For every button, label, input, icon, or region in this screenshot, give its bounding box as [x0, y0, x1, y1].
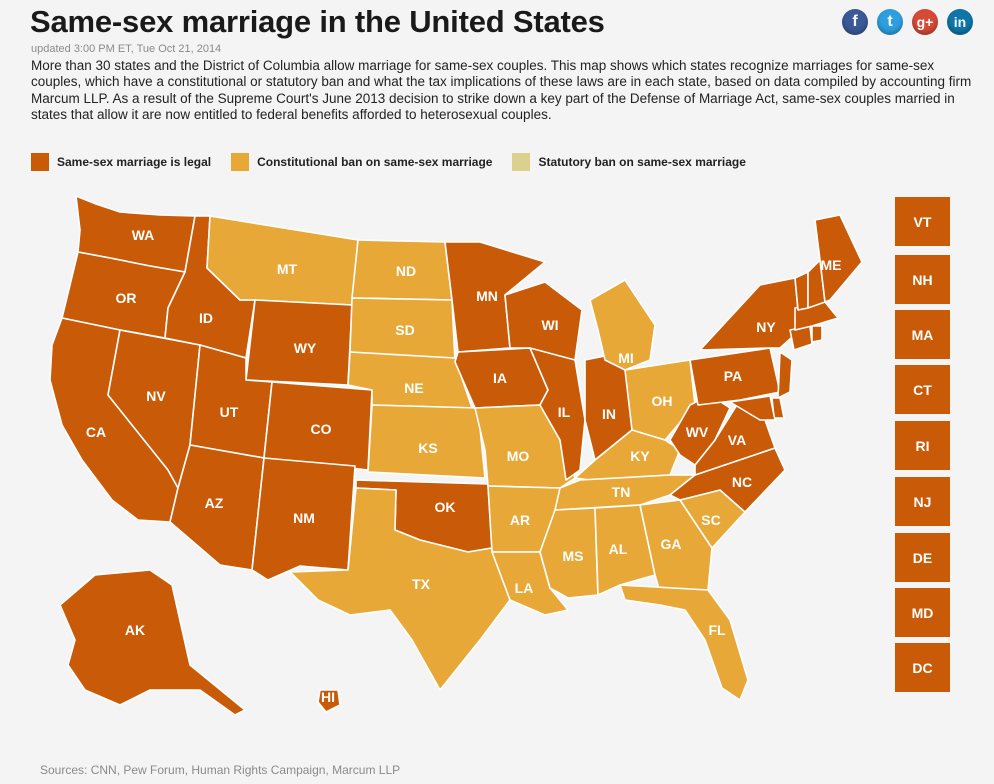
state-hi[interactable]	[317, 689, 341, 713]
legend-swatch-constitutional	[231, 153, 250, 171]
state-nj[interactable]	[777, 351, 793, 399]
small-state-box-de[interactable]: DE	[895, 533, 950, 582]
facebook-icon[interactable]: f	[842, 9, 868, 35]
label-nc: NC	[732, 474, 752, 490]
small-state-box-ma[interactable]: MA	[895, 310, 950, 359]
label-id: ID	[199, 310, 213, 326]
label-ut: UT	[220, 404, 239, 420]
page-title: Same-sex marriage in the United States	[30, 4, 605, 39]
google-plus-icon[interactable]: g+	[912, 9, 938, 35]
state-ri[interactable]	[811, 325, 823, 343]
label-hi: HI	[321, 689, 335, 705]
small-state-box-dc[interactable]: DC	[895, 643, 950, 692]
label-ky: KY	[630, 448, 650, 464]
label-tn: TN	[612, 484, 631, 500]
state-nm[interactable]	[251, 457, 356, 581]
label-mn: MN	[476, 288, 498, 304]
label-nv: NV	[146, 388, 166, 404]
state-mi[interactable]	[589, 279, 656, 371]
label-ia: IA	[493, 370, 507, 386]
label-nm: NM	[293, 510, 315, 526]
social-share-bar: f t g+ in	[842, 9, 973, 35]
label-wi: WI	[541, 317, 558, 333]
label-ak: AK	[125, 622, 145, 638]
label-co: CO	[311, 421, 332, 437]
state-tx[interactable]	[289, 487, 511, 691]
updated-timestamp: updated 3:00 PM ET, Tue Oct 21, 2014	[31, 43, 222, 55]
legend-item-legal: Same-sex marriage is legal	[31, 153, 211, 171]
small-state-box-ct[interactable]: CT	[895, 365, 950, 414]
label-or: OR	[116, 290, 137, 306]
label-pa: PA	[724, 368, 742, 384]
label-wy: WY	[294, 340, 317, 356]
label-mi: MI	[618, 350, 634, 366]
label-ca: CA	[86, 424, 106, 440]
small-state-box-ri[interactable]: RI	[895, 421, 950, 470]
state-vt[interactable]	[794, 271, 809, 311]
state-ny[interactable]	[699, 277, 801, 351]
small-state-box-nh[interactable]: NH	[895, 255, 950, 304]
small-state-box-md[interactable]: MD	[895, 588, 950, 637]
state-fl[interactable]	[619, 584, 749, 701]
legend-label-constitutional: Constitutional ban on same-sex marriage	[257, 155, 493, 169]
small-state-box-nj[interactable]: NJ	[895, 477, 950, 526]
legend-label-legal: Same-sex marriage is legal	[57, 155, 212, 169]
label-va: VA	[728, 432, 746, 448]
state-al[interactable]	[594, 504, 656, 596]
legend-item-statutory: Statutory ban on same-sex marriage	[512, 153, 746, 171]
label-in: IN	[602, 406, 616, 422]
state-ak[interactable]	[59, 569, 246, 716]
label-la: LA	[515, 580, 534, 596]
state-wv[interactable]	[669, 394, 731, 466]
label-wa: WA	[132, 227, 155, 243]
small-state-box-vt[interactable]: VT	[895, 197, 950, 246]
legend-swatch-statutory	[512, 153, 531, 171]
label-fl: FL	[708, 622, 726, 638]
label-oh: OH	[652, 393, 673, 409]
state-il[interactable]	[529, 347, 586, 481]
label-wv: WV	[686, 424, 709, 440]
label-sc: SC	[701, 512, 720, 528]
label-nd: ND	[396, 263, 416, 279]
label-il: IL	[558, 404, 571, 420]
legend-label-statutory: Statutory ban on same-sex marriage	[538, 155, 746, 169]
legend-item-constitutional: Constitutional ban on same-sex marriage	[231, 153, 492, 171]
label-az: AZ	[205, 495, 224, 511]
label-tx: TX	[412, 576, 431, 592]
label-ar: AR	[510, 512, 530, 528]
linkedin-icon[interactable]: in	[947, 9, 973, 35]
twitter-icon[interactable]: t	[877, 9, 903, 35]
label-ms: MS	[563, 548, 584, 564]
state-md[interactable]	[729, 395, 776, 421]
state-ks[interactable]	[367, 404, 486, 479]
label-al: AL	[609, 541, 628, 557]
description-text: More than 30 states and the District of …	[31, 58, 972, 123]
label-sd: SD	[395, 322, 414, 338]
label-mo: MO	[507, 448, 530, 464]
label-ny: NY	[756, 319, 776, 335]
state-ct[interactable]	[789, 325, 813, 351]
label-ne: NE	[404, 380, 423, 396]
label-me: ME	[821, 257, 842, 273]
label-mt: MT	[277, 261, 298, 277]
legend-swatch-legal	[31, 153, 49, 171]
label-ok: OK	[435, 499, 456, 515]
label-ga: GA	[661, 536, 682, 552]
state-me[interactable]	[814, 214, 863, 303]
state-pa[interactable]	[689, 347, 781, 406]
sources-note: Sources: CNN, Pew Forum, Human Rights Ca…	[40, 763, 401, 777]
label-ks: KS	[418, 440, 437, 456]
state-labels: WA OR CA NV ID MT WY UT CO AZ NM ND SD N…	[86, 227, 842, 705]
map-legend: Same-sex marriage is legal Constitutiona…	[31, 153, 746, 171]
